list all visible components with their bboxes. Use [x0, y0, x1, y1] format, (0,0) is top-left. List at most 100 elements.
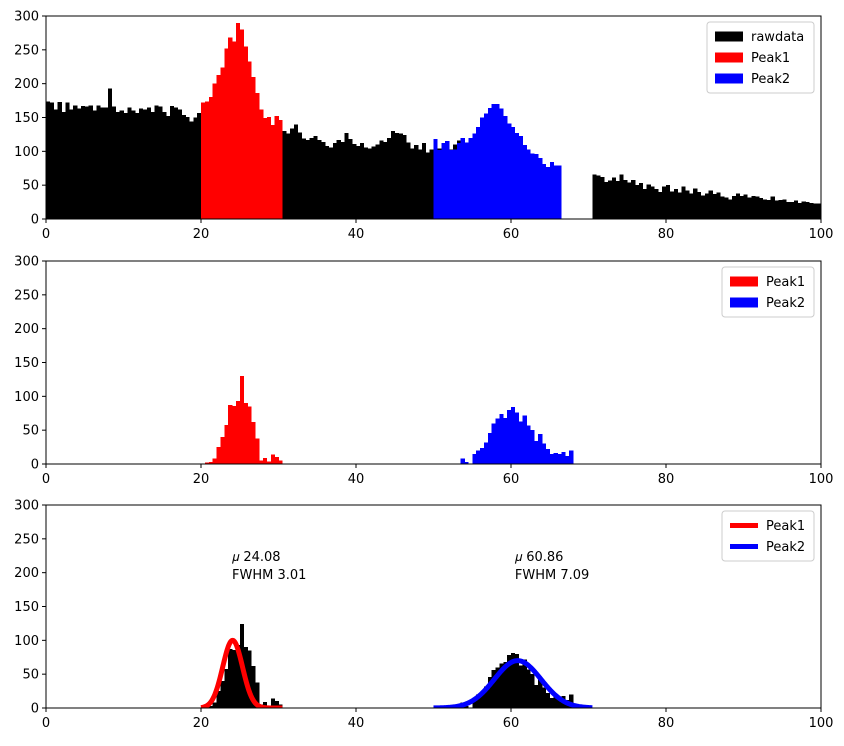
rawdata-bar: [755, 196, 760, 219]
rawdata-bar: [119, 110, 124, 219]
rawdata-bar: [662, 186, 667, 219]
rawdata-bar: [425, 152, 430, 219]
peak1-bar: [259, 460, 264, 464]
rawdata-bar: [421, 143, 427, 219]
peak2-bar: [526, 149, 531, 219]
rawdata-bar: [332, 143, 337, 219]
peak2-bar: [433, 139, 438, 219]
x-tick-label: 20: [193, 716, 210, 731]
rawdata-bar: [352, 143, 357, 219]
x-tick-label: 40: [348, 472, 365, 487]
rawdata-bar: [743, 194, 748, 219]
rawdata-bar: [735, 193, 740, 219]
rawdata-bar: [73, 105, 78, 219]
peak1-bar: [239, 29, 244, 219]
peak2-bar: [456, 143, 461, 219]
histogram-bar: [553, 697, 558, 708]
peak2-bar: [545, 166, 551, 219]
histogram-bar: [220, 680, 225, 708]
peak1-bar: [270, 124, 275, 219]
rawdata-bar: [367, 148, 372, 219]
rawdata-bar: [166, 116, 171, 219]
legend-label: Peak1: [766, 519, 805, 534]
plot-area-1: [46, 22, 821, 219]
annotation-fwhm: FWHM 7.09: [515, 568, 589, 583]
rawdata-bar: [77, 108, 82, 219]
peak1-bar: [251, 422, 256, 464]
rawdata-bar: [700, 195, 706, 219]
peak2-bar: [507, 123, 512, 219]
peak1-bar: [274, 457, 279, 464]
rawdata-bar: [49, 102, 55, 219]
rawdata-bar: [197, 112, 202, 219]
rawdata-bar: [387, 137, 392, 219]
histogram-bar: [522, 659, 527, 708]
rawdata-bar: [774, 200, 779, 219]
histogram-bar: [557, 697, 562, 708]
peak1-bar: [228, 405, 233, 464]
peak2-bar: [514, 412, 520, 464]
y-tick-label: 100: [14, 634, 39, 649]
x-tick-label: 20: [193, 227, 210, 242]
rawdata-bar: [619, 174, 624, 219]
rawdata-bar: [673, 189, 678, 219]
histogram-bar: [212, 702, 217, 708]
rawdata-bar: [313, 135, 318, 219]
rawdata-bar: [127, 107, 132, 219]
rawdata-bar: [96, 105, 101, 219]
histogram-bar: [518, 665, 523, 708]
peak1-bar: [201, 102, 206, 219]
rawdata-bar: [104, 107, 109, 219]
peak1-bar: [266, 116, 272, 219]
rawdata-bar: [817, 203, 821, 219]
peak2-bar: [460, 458, 465, 464]
rawdata-bar: [131, 110, 136, 219]
annotation-mu: 𝜇 60.86: [515, 550, 564, 565]
peak1-bar: [216, 447, 221, 464]
rawdata-bar: [173, 107, 179, 219]
rawdata-bar: [728, 199, 733, 219]
rawdata-bar: [410, 148, 415, 219]
x-tick-label: 80: [658, 716, 675, 731]
rawdata-bar: [406, 142, 411, 219]
peak2-fit-curve: [431, 658, 595, 708]
rawdata-bar: [604, 181, 609, 219]
rawdata-bar: [398, 133, 403, 219]
peak1-bar: [243, 403, 248, 464]
legend-label: Peak2: [766, 540, 805, 555]
peak1-bar: [228, 37, 233, 219]
peak1-bar: [208, 461, 213, 464]
rawdata-bar: [80, 106, 86, 219]
rawdata-bar: [793, 200, 799, 219]
rawdata-bar: [65, 102, 70, 219]
x-tick-label: 60: [503, 472, 520, 487]
rawdata-bar: [363, 147, 368, 219]
rawdata-bar: [154, 105, 159, 219]
rawdata-bar: [414, 145, 419, 219]
legend-label: Peak1: [766, 275, 805, 290]
y-tick-label: 200: [14, 77, 39, 92]
rawdata-bar: [786, 202, 791, 219]
peak2-bar: [437, 149, 442, 219]
rawdata-bar: [751, 195, 756, 219]
peak1-bar: [224, 424, 229, 464]
y-tick-label: 300: [14, 10, 39, 25]
x-tick-label: 40: [348, 227, 365, 242]
peak2-bar: [511, 407, 516, 464]
rawdata-bar: [309, 137, 314, 219]
rawdata-bar: [185, 116, 190, 219]
rawdata-bar: [650, 186, 655, 219]
y-tick-label: 50: [22, 179, 39, 194]
histogram-bar: [263, 701, 268, 708]
rawdata-bar: [681, 186, 686, 219]
histogram-bar: [503, 661, 508, 708]
rawdata-bar: [301, 138, 306, 219]
rawdata-bar: [158, 106, 163, 219]
rawdata-bar: [766, 200, 771, 219]
peak1-bar: [278, 120, 283, 219]
rawdata-bar: [69, 109, 74, 219]
y-tick-label: 100: [14, 390, 39, 405]
peak1-bar: [259, 109, 264, 219]
peak1-bar: [212, 83, 217, 219]
